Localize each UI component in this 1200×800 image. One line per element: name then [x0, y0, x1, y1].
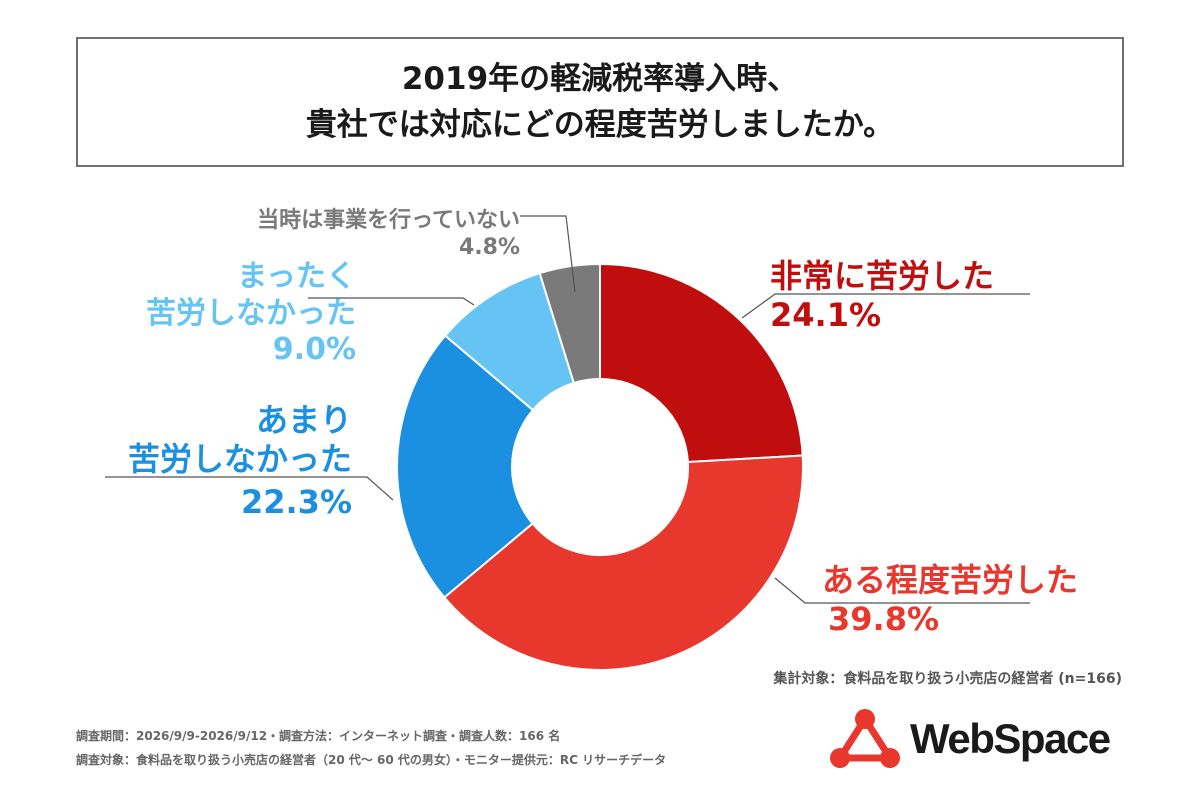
leader-line-not-in-business [520, 215, 576, 293]
donut-slices [396, 262, 804, 671]
label-not-very-hard-name1: あまり [255, 401, 352, 439]
label-somewhat-hard: ある程度苦労した 39.8% [822, 561, 1078, 639]
webspace-logo-text: WebSpace [910, 715, 1111, 762]
leader-line-very-hard [741, 293, 1030, 319]
slice-not-very-hard [396, 334, 535, 599]
label-very-hard: 非常に苦労した 24.1% [770, 257, 994, 335]
slice-somewhat-hard [442, 454, 804, 671]
slice-not-in-business [538, 262, 601, 385]
leader-line-somewhat-hard [774, 577, 1030, 604]
label-very-hard-name: 非常に苦労した [770, 257, 995, 295]
webspace-logo-icon [830, 709, 900, 768]
footer-survey-target: 調査対象：食料品を取り扱う小売店の経営者（20 代〜 60 代の男女）・モニター… [76, 753, 667, 767]
label-not-very-hard: あまり 苦労しなかった 22.3% [128, 401, 352, 522]
title-line-2: 貴社では対応にどの程度苦労しましたか。 [305, 107, 895, 143]
label-not-in-business-name: 当時は事業を行っていない [257, 208, 520, 233]
leader-lines [105, 215, 1030, 604]
label-not-at-all-pct: 9.0% [272, 332, 356, 368]
footer-survey-info: 調査期間：2026/9/9-2026/9/12・調査方法：インターネット調査・調… [76, 729, 561, 743]
leader-line-not-very-hard [105, 476, 394, 501]
webspace-logo: WebSpace [828, 706, 1111, 772]
slice-very-hard [599, 262, 804, 464]
label-not-at-all: まったく 苦労しなかった 9.0% [146, 259, 356, 369]
scope-note: 集計対象：食料品を取り扱う小売店の経営者 (n=166) [773, 671, 1122, 687]
title-line-1: 2019年の軽減税率導入時、 [401, 61, 799, 97]
label-somewhat-hard-pct: 39.8% [828, 600, 940, 639]
leader-line-not-at-all [308, 297, 475, 306]
label-very-hard-pct: 24.1% [770, 296, 882, 335]
label-not-very-hard-pct: 22.3% [240, 483, 352, 522]
title-box: 2019年の軽減税率導入時、 貴社では対応にどの程度苦労しましたか。 [76, 37, 1124, 167]
label-somewhat-hard-name: ある程度苦労した [822, 561, 1079, 599]
label-not-very-hard-name2: 苦労しなかった [127, 440, 352, 479]
label-not-at-all-name1: まったく [237, 259, 356, 294]
label-not-in-business: 当時は事業を行っていない 4.8% [257, 208, 520, 262]
label-not-in-business-pct: 4.8% [458, 234, 520, 260]
label-not-at-all-name2: 苦労しなかった [146, 295, 356, 331]
